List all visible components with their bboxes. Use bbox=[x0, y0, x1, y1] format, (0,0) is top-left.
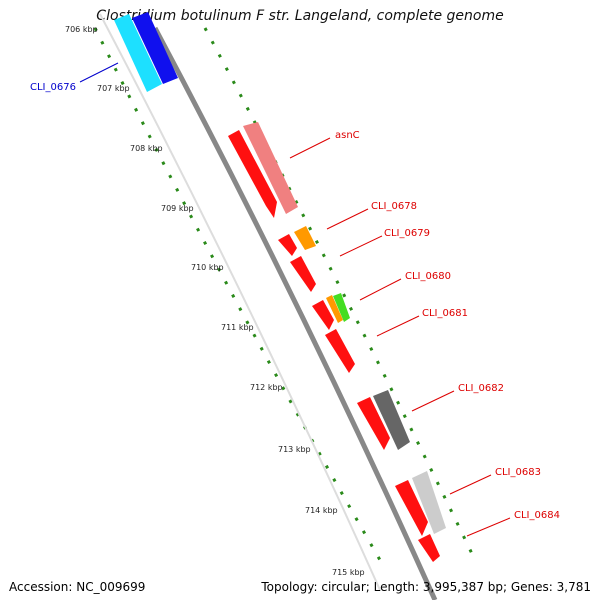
tick-label: 712 kbp bbox=[250, 383, 283, 392]
gene-cli0684-main bbox=[418, 534, 440, 562]
tick-label: 708 kbp bbox=[130, 144, 163, 153]
gene-label-cli0682: CLI_0682 bbox=[458, 383, 504, 394]
gene-cli0676-main bbox=[114, 14, 162, 92]
gene-asnc-main bbox=[228, 130, 277, 218]
tick-label: 707 kbp bbox=[97, 84, 130, 93]
tick-label: 710 kbp bbox=[191, 263, 224, 272]
gene-features[interactable] bbox=[114, 12, 446, 562]
gene-cli0682-side bbox=[373, 390, 410, 450]
gene-label-cli0681: CLI_0681 bbox=[422, 308, 468, 319]
tick-label: 706 kbp bbox=[65, 25, 98, 34]
gene-asnc-side bbox=[243, 122, 298, 214]
gene-cli0676-side bbox=[132, 12, 178, 84]
map-title: Clostridium botulinum F str. Langeland, … bbox=[96, 8, 504, 24]
gene-cli0678-main bbox=[278, 234, 297, 256]
gene-labels[interactable]: CLI_0676 asnC CLI_0678 CLI_0679 CLI_0680… bbox=[30, 82, 560, 521]
genome-axis bbox=[152, 26, 438, 600]
tick-labels: 706 kbp 707 kbp 708 kbp 709 kbp 710 kbp … bbox=[65, 25, 365, 577]
inner-dotted-track bbox=[93, 27, 382, 561]
gene-cli0678-side bbox=[294, 226, 316, 250]
gene-cli0682-main bbox=[357, 397, 390, 450]
leader-lines bbox=[79, 62, 511, 537]
gene-label-asnc: asnC bbox=[335, 130, 360, 141]
accession-text: Accession: NC_009699 bbox=[9, 580, 146, 594]
gene-label-cli0678: CLI_0678 bbox=[371, 201, 417, 212]
gene-cli0680-side-orange bbox=[326, 295, 343, 323]
gene-cli0680-side-green bbox=[333, 293, 350, 322]
tick-label: 714 kbp bbox=[305, 506, 338, 515]
summary-text: Topology: circular; Length: 3,995,387 bp… bbox=[261, 580, 591, 594]
gene-cli0683-side bbox=[412, 471, 446, 534]
gene-cli0679-main bbox=[290, 256, 316, 292]
tick-label: 715 kbp bbox=[332, 568, 365, 577]
tick-label: 713 kbp bbox=[278, 445, 311, 454]
gene-label-cli0680: CLI_0680 bbox=[405, 271, 451, 282]
tick-label: 709 kbp bbox=[161, 204, 194, 213]
gene-label-cli0679: CLI_0679 bbox=[384, 228, 430, 239]
axis-shadow-left bbox=[99, 13, 381, 591]
gene-cli0680-main bbox=[312, 300, 334, 330]
gene-label-cli0683: CLI_0683 bbox=[495, 467, 541, 478]
gene-label-cli0676: CLI_0676 bbox=[30, 82, 76, 93]
gene-cli0681-main bbox=[325, 329, 355, 373]
gene-cli0683-main bbox=[395, 480, 428, 536]
gene-label-cli0684: CLI_0684 bbox=[514, 510, 560, 521]
tick-label: 711 kbp bbox=[221, 323, 254, 332]
